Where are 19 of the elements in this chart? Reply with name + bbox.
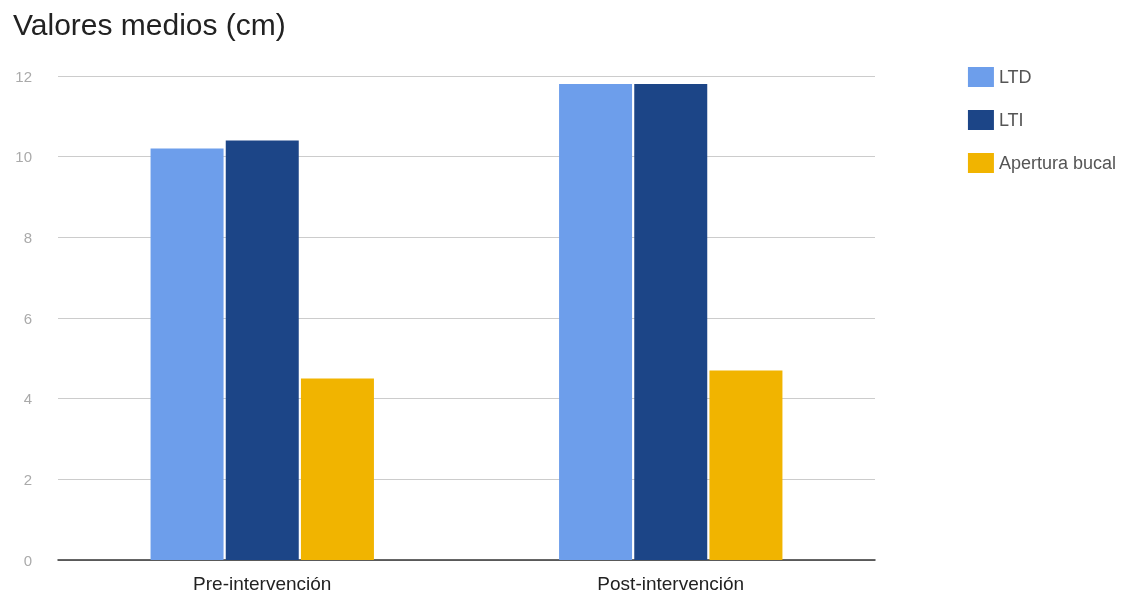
legend-label: LTI xyxy=(998,110,1024,130)
y-tick-label: 8 xyxy=(23,228,32,246)
bar xyxy=(225,140,299,560)
y-tick-label: 6 xyxy=(23,309,32,327)
y-tick-label: 10 xyxy=(15,148,32,166)
y-tick-label: 4 xyxy=(23,390,32,408)
x-tick-label: Post-intervención xyxy=(597,573,745,594)
bar xyxy=(634,84,708,560)
y-tick-label: 0 xyxy=(23,551,32,569)
bar xyxy=(709,370,783,560)
x-tick-label: Pre-intervención xyxy=(193,573,332,594)
bar xyxy=(150,148,224,560)
y-tick-label: 2 xyxy=(23,470,32,488)
chart-title: Valores medios (cm) xyxy=(13,7,286,41)
bar xyxy=(559,84,633,560)
bar xyxy=(300,378,374,560)
legend-label: LTD xyxy=(998,67,1032,87)
y-tick-label: 12 xyxy=(15,67,32,85)
legend-label: Apertura bucal xyxy=(998,153,1117,173)
